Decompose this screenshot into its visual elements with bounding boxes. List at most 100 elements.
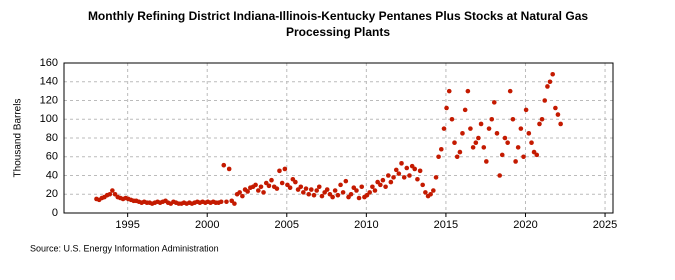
source: Source: U.S. Energy Information Administ… <box>30 243 219 253</box>
point <box>330 194 335 200</box>
point <box>311 192 317 198</box>
point <box>499 152 505 158</box>
point <box>332 188 338 193</box>
point <box>545 84 550 89</box>
point <box>279 180 285 186</box>
point <box>255 188 261 193</box>
point <box>396 171 402 176</box>
point <box>343 178 349 184</box>
point <box>393 167 399 173</box>
point <box>277 168 282 174</box>
point <box>470 145 476 150</box>
point <box>407 173 412 178</box>
point <box>449 116 455 122</box>
point <box>505 140 510 145</box>
point <box>308 187 314 192</box>
point <box>372 188 378 193</box>
point <box>473 140 479 145</box>
point <box>370 184 375 190</box>
point <box>218 199 224 205</box>
point <box>494 131 500 136</box>
point <box>537 121 542 127</box>
point <box>460 131 465 136</box>
y-tick-label: 40 <box>46 169 58 181</box>
point <box>221 162 227 168</box>
point <box>446 88 452 94</box>
point <box>348 191 354 197</box>
point <box>258 184 264 190</box>
y-tick-label: 140 <box>40 76 58 88</box>
point <box>316 184 322 190</box>
point <box>454 154 460 160</box>
point <box>386 173 391 178</box>
point <box>510 116 516 122</box>
point <box>457 149 463 155</box>
point <box>240 193 245 199</box>
x-tick-label: 2005 <box>275 219 299 231</box>
point <box>269 177 274 183</box>
point <box>486 126 492 131</box>
y-tick-label: 60 <box>46 151 58 163</box>
point <box>502 135 508 141</box>
y-tick-label: 160 <box>40 57 58 69</box>
y-tick-label: 80 <box>46 132 58 144</box>
plot-frame <box>63 62 614 214</box>
x-tick-label: 1995 <box>115 219 139 231</box>
point <box>553 105 558 111</box>
point <box>513 159 518 164</box>
point <box>303 186 309 191</box>
point <box>314 188 319 193</box>
point <box>282 166 288 172</box>
point <box>378 182 383 188</box>
point <box>515 145 521 150</box>
point <box>484 159 489 164</box>
point <box>428 191 433 197</box>
point <box>468 126 473 131</box>
x-tick-label: 2015 <box>434 219 458 231</box>
x-tick-label: 2010 <box>354 219 378 231</box>
point <box>232 201 237 206</box>
point <box>476 135 481 141</box>
point <box>354 188 359 193</box>
point <box>391 175 396 180</box>
x-tick-label: 2025 <box>593 219 617 231</box>
point <box>521 154 526 160</box>
point <box>412 166 418 172</box>
y-tick-label: 120 <box>40 94 58 106</box>
point <box>462 107 468 113</box>
chart-title: Processing Plants <box>286 25 390 39</box>
point <box>550 71 555 77</box>
point <box>478 121 484 127</box>
point <box>359 184 365 190</box>
point <box>224 199 229 205</box>
point <box>481 145 487 150</box>
point <box>417 168 423 174</box>
point <box>465 88 471 94</box>
point <box>335 192 341 198</box>
point <box>497 173 502 178</box>
point <box>423 190 428 195</box>
y-tick-label: 20 <box>46 188 58 200</box>
point <box>298 184 304 190</box>
y-axis-label: Thousand Barrels <box>13 99 24 178</box>
point <box>367 190 372 195</box>
point <box>356 195 362 201</box>
point <box>436 154 441 160</box>
x-tick-label: 2000 <box>195 219 219 231</box>
point <box>441 126 447 131</box>
y-tick-label: 100 <box>40 113 58 125</box>
point <box>526 131 532 136</box>
point <box>274 186 280 191</box>
point <box>388 179 394 185</box>
point <box>518 126 524 131</box>
point <box>438 146 444 152</box>
point <box>547 79 553 85</box>
point <box>542 98 548 103</box>
point <box>306 191 312 197</box>
chart-title: Monthly Refining District Indiana-Illino… <box>88 9 588 23</box>
point <box>452 140 457 145</box>
point <box>529 140 534 145</box>
point <box>266 183 272 189</box>
point <box>287 185 293 190</box>
